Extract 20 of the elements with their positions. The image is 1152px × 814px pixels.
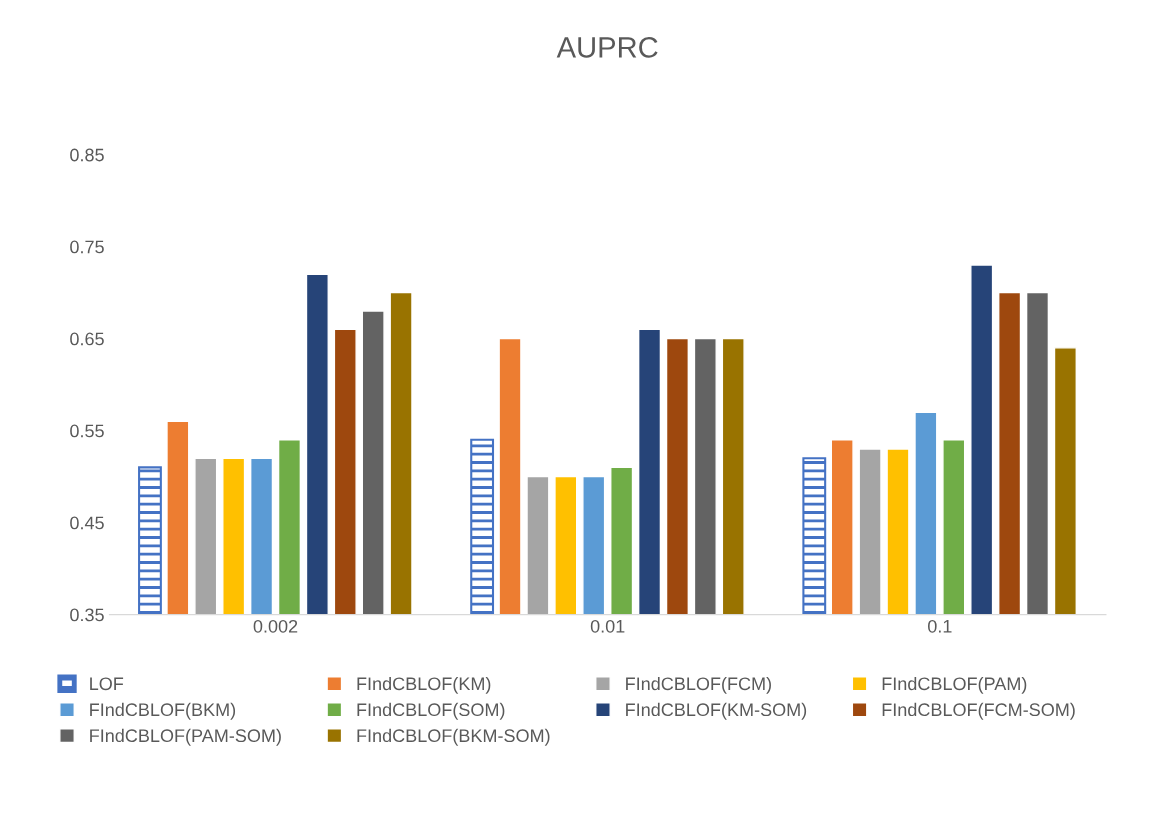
legend-label: LOF bbox=[90, 677, 124, 691]
legend-label: FIndCBLOF(BKM-SOM) bbox=[357, 728, 550, 746]
y-tick-label: 0.55 bbox=[70, 424, 104, 438]
legend-label: FIndCBLOF(PAM) bbox=[882, 676, 1027, 694]
chart-title: AUPRC bbox=[556, 37, 658, 58]
y-tick-label: 0.85 bbox=[70, 148, 104, 162]
legend-label: FIndCBLOF(FCM-SOM) bbox=[882, 702, 1075, 720]
legend-label: FIndCBLOF(SOM) bbox=[357, 702, 505, 720]
y-tick-label: 0.75 bbox=[70, 240, 104, 254]
x-tick-label: 0.1 bbox=[928, 619, 952, 633]
legend-label: FIndCBLOF(BKM) bbox=[90, 702, 236, 720]
y-tick-label: 0.35 bbox=[70, 608, 104, 622]
legend-label: FIndCBLOF(FCM) bbox=[626, 676, 771, 694]
y-tick-label: 0.45 bbox=[70, 516, 104, 530]
x-tick-label: 0.01 bbox=[590, 619, 625, 633]
legend-label: FIndCBLOF(KM-SOM) bbox=[626, 702, 807, 720]
y-tick-label: 0.65 bbox=[70, 332, 104, 346]
legend-label: FIndCBLOF(KM) bbox=[357, 676, 491, 694]
legend-label: FIndCBLOF(PAM-SOM) bbox=[90, 728, 281, 746]
x-tick-label: 0.002 bbox=[253, 619, 298, 633]
